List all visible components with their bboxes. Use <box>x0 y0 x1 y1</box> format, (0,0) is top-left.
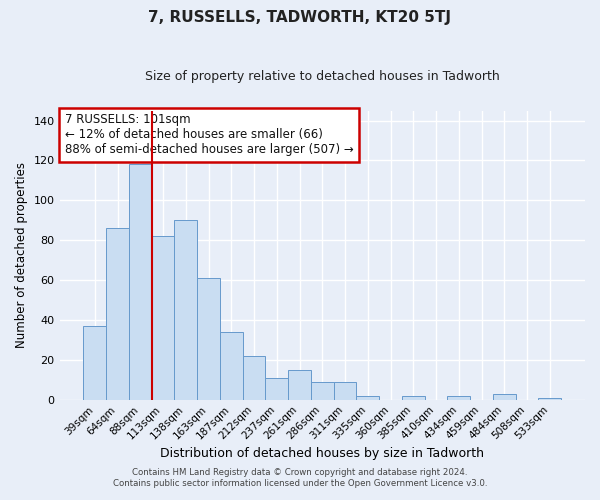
Bar <box>448 396 470 400</box>
Bar <box>538 398 561 400</box>
Bar <box>493 394 515 400</box>
Bar <box>311 382 334 400</box>
Title: Size of property relative to detached houses in Tadworth: Size of property relative to detached ho… <box>145 70 500 83</box>
Bar <box>152 236 175 400</box>
Bar <box>220 332 242 400</box>
Text: 7, RUSSELLS, TADWORTH, KT20 5TJ: 7, RUSSELLS, TADWORTH, KT20 5TJ <box>149 10 452 25</box>
Bar <box>106 228 129 400</box>
Bar <box>356 396 379 400</box>
Bar <box>83 326 106 400</box>
Y-axis label: Number of detached properties: Number of detached properties <box>15 162 28 348</box>
Bar <box>334 382 356 400</box>
Bar <box>265 378 288 400</box>
Bar <box>288 370 311 400</box>
Bar <box>402 396 425 400</box>
Text: 7 RUSSELLS: 101sqm
← 12% of detached houses are smaller (66)
88% of semi-detache: 7 RUSSELLS: 101sqm ← 12% of detached hou… <box>65 114 353 156</box>
Bar <box>197 278 220 400</box>
Bar <box>242 356 265 400</box>
Bar <box>129 164 152 400</box>
Text: Contains HM Land Registry data © Crown copyright and database right 2024.
Contai: Contains HM Land Registry data © Crown c… <box>113 468 487 487</box>
Bar <box>175 220 197 400</box>
X-axis label: Distribution of detached houses by size in Tadworth: Distribution of detached houses by size … <box>160 447 484 460</box>
